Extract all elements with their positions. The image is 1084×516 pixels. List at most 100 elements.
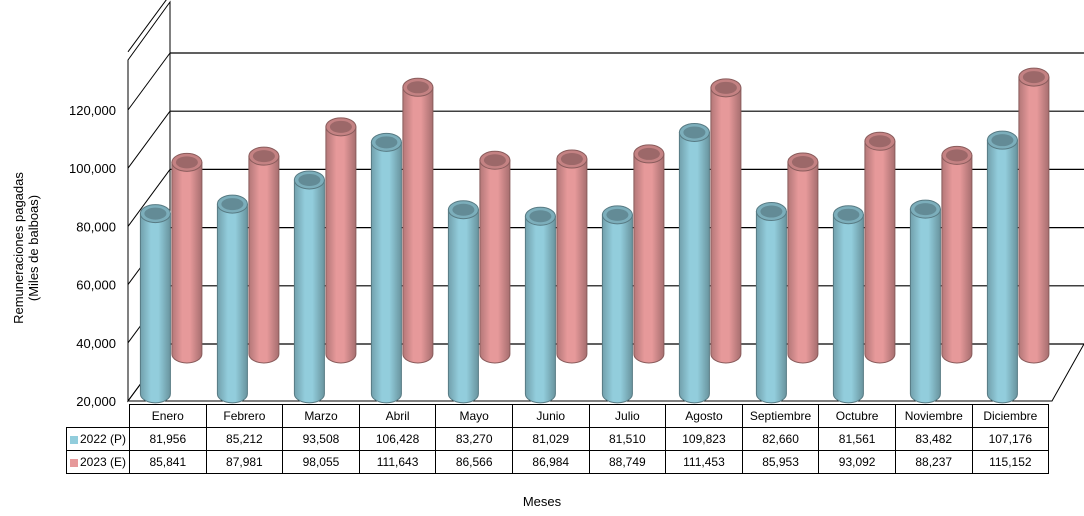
- data-label: 88,749: [588, 450, 667, 474]
- x-tick-label: Octubre: [818, 404, 896, 428]
- data-label: 109,823: [665, 427, 743, 451]
- bar-2022: [678, 131, 710, 404]
- bar-2023-top-inner: [1022, 71, 1045, 84]
- bar-2022: [293, 179, 325, 404]
- x-tick-label: Enero: [129, 404, 207, 428]
- table-row-series-2: 2023 (E) 85,841 87,981 98,055 111,643 86,566 8…: [66, 450, 1050, 474]
- gridline-side: [127, 52, 171, 111]
- bar-2023: [710, 87, 742, 364]
- data-label: 85,841: [129, 450, 207, 474]
- x-tick-label: Febrero: [205, 404, 284, 428]
- y-tick-label: 120,000: [69, 103, 116, 118]
- data-label: 111,643: [358, 450, 437, 474]
- data-label: 86,566: [435, 450, 513, 474]
- bar-2023: [941, 154, 973, 364]
- bar-2023-top-inner: [252, 150, 275, 163]
- x-tick-label: Diciembre: [971, 404, 1050, 428]
- bar-2023-top-inner: [560, 153, 583, 166]
- bar-2022-top-inner: [760, 205, 783, 218]
- bar-2023: [787, 161, 819, 364]
- bar-2023: [325, 126, 357, 364]
- data-label: 87,981: [205, 450, 284, 474]
- bar-2023-top-inner: [637, 147, 660, 160]
- bar-2022: [755, 211, 787, 404]
- x-tick-label: Julio: [588, 404, 667, 428]
- bar-2023: [248, 155, 280, 364]
- data-label: 107,176: [971, 427, 1050, 451]
- table-header-row: Enero Febrero Marzo Abril Mayo Junio Julio Agos…: [67, 404, 1050, 428]
- bar-2022: [524, 215, 556, 404]
- bar-2022: [832, 214, 864, 404]
- y-tick-label: 80,000: [76, 219, 116, 234]
- y-tick-label: 60,000: [76, 278, 116, 293]
- bar-2023-top-inner: [791, 156, 814, 169]
- bar-2023-top-inner: [175, 156, 198, 169]
- bar-2023: [864, 140, 896, 364]
- bar-2022-top-inner: [298, 173, 321, 186]
- bar-2022-top-inner: [991, 134, 1014, 147]
- data-label: 88,237: [894, 450, 973, 474]
- data-label: 93,092: [818, 450, 896, 474]
- x-axis-title: Meses: [522, 494, 562, 509]
- y-tick-label: 100,000: [69, 161, 116, 176]
- bar-2023: [556, 158, 588, 364]
- x-tick-label: Mayo: [435, 404, 513, 428]
- bar-2022-top-inner: [914, 203, 937, 216]
- x-tick-label: Agosto: [665, 404, 743, 428]
- bar-2022: [447, 209, 479, 404]
- bar-2023: [402, 86, 434, 364]
- bar-2022: [601, 214, 633, 404]
- bar-2022: [370, 141, 402, 404]
- bar-2022-top-inner: [837, 208, 860, 221]
- data-label: 115,152: [971, 450, 1050, 474]
- gridline-side: [127, 110, 171, 169]
- x-tick-label: Abril: [358, 404, 437, 428]
- bar-2023-top-inner: [406, 81, 429, 94]
- data-label: 81,561: [818, 427, 896, 451]
- bar-2023: [171, 161, 203, 364]
- bar-2022: [216, 203, 248, 404]
- data-label: 86,984: [511, 450, 590, 474]
- bar-2022-top-inner: [452, 203, 475, 216]
- legend-label: 2022 (P): [80, 432, 127, 446]
- x-tick-label: Septiembre: [741, 404, 820, 428]
- legend-entry: 2023 (E): [66, 450, 130, 474]
- gridline-side: [127, 169, 171, 227]
- bar-2022-top-inner: [375, 136, 398, 149]
- bar-2023-top-inner: [945, 149, 968, 162]
- bar-2022: [909, 208, 941, 404]
- bar-2023: [633, 153, 665, 364]
- data-table: Enero Febrero Marzo Abril Mayo Junio Julio Agos…: [66, 404, 1050, 474]
- data-label: 106,428: [358, 427, 437, 451]
- data-label: 81,956: [129, 427, 207, 451]
- data-label: 85,212: [205, 427, 284, 451]
- bar-2023-top-inner: [483, 154, 506, 167]
- x-tick-label: Noviembre: [894, 404, 973, 428]
- data-label: 98,055: [282, 450, 360, 474]
- bar-2023: [1018, 76, 1050, 364]
- bar-2023-top-inner: [329, 120, 352, 133]
- legend-entry: 2022 (P): [66, 427, 130, 451]
- data-label: 85,953: [741, 450, 820, 474]
- bar-2022-top-inner: [529, 210, 552, 223]
- bar-2022: [986, 139, 1018, 404]
- bar-2023-top-inner: [868, 135, 891, 148]
- bar-2022-top-inner: [683, 126, 706, 139]
- y-tick-label: 20,000: [76, 394, 116, 409]
- y-axis-title: Remuneraciones pagadas: [11, 172, 26, 324]
- x-tick-label: Junio: [511, 404, 590, 428]
- data-label: 82,660: [741, 427, 820, 451]
- table-row-series-1: 2022 (P) 81,956 85,212 93,508 106,428 83,270 8…: [66, 427, 1050, 451]
- legend-label: 2023 (E): [80, 455, 127, 469]
- data-label: 93,508: [282, 427, 360, 451]
- legend-swatch: [70, 458, 78, 467]
- bar-2022: [139, 213, 171, 404]
- gridline-side: [127, 0, 167, 53]
- bar-2022-top-inner: [221, 198, 244, 211]
- table-corner: [67, 405, 130, 428]
- x-tick-label: Marzo: [282, 404, 360, 428]
- y-tick-label: 40,000: [76, 336, 116, 351]
- data-label: 111,453: [665, 450, 743, 474]
- data-label: 81,510: [588, 427, 667, 451]
